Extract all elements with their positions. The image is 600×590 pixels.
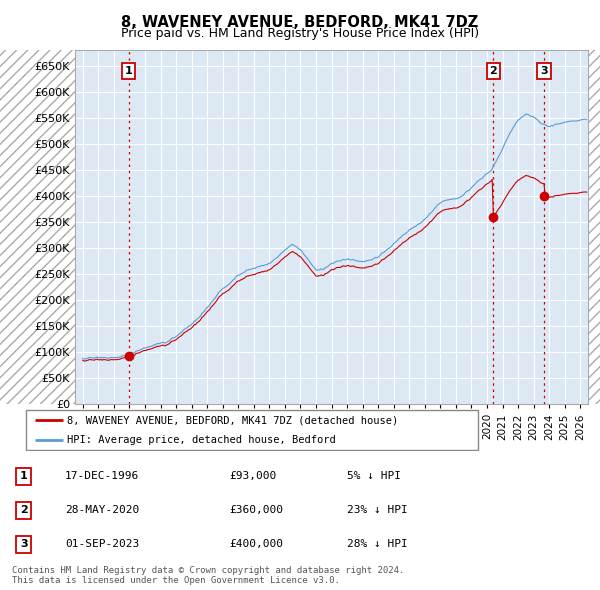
Text: HPI: Average price, detached house, Bedford: HPI: Average price, detached house, Bedf… — [67, 435, 336, 445]
Text: 23% ↓ HPI: 23% ↓ HPI — [347, 506, 408, 515]
Text: This data is licensed under the Open Government Licence v3.0.: This data is licensed under the Open Gov… — [12, 576, 340, 585]
Text: 8, WAVENEY AVENUE, BEDFORD, MK41 7DZ: 8, WAVENEY AVENUE, BEDFORD, MK41 7DZ — [121, 15, 479, 30]
Text: £360,000: £360,000 — [229, 506, 283, 515]
Text: 17-DEC-1996: 17-DEC-1996 — [65, 471, 139, 481]
Text: 2: 2 — [490, 66, 497, 76]
Text: 1: 1 — [20, 471, 28, 481]
Text: Contains HM Land Registry data © Crown copyright and database right 2024.: Contains HM Land Registry data © Crown c… — [12, 566, 404, 575]
Text: 3: 3 — [540, 66, 548, 76]
Text: £93,000: £93,000 — [229, 471, 277, 481]
Text: 1: 1 — [125, 66, 133, 76]
Text: 2: 2 — [20, 506, 28, 515]
Text: 3: 3 — [20, 539, 28, 549]
Text: Price paid vs. HM Land Registry's House Price Index (HPI): Price paid vs. HM Land Registry's House … — [121, 27, 479, 40]
Text: 5% ↓ HPI: 5% ↓ HPI — [347, 471, 401, 481]
Text: £400,000: £400,000 — [229, 539, 283, 549]
Text: 28% ↓ HPI: 28% ↓ HPI — [347, 539, 408, 549]
Text: 01-SEP-2023: 01-SEP-2023 — [65, 539, 139, 549]
Text: 28-MAY-2020: 28-MAY-2020 — [65, 506, 139, 515]
Text: 8, WAVENEY AVENUE, BEDFORD, MK41 7DZ (detached house): 8, WAVENEY AVENUE, BEDFORD, MK41 7DZ (de… — [67, 415, 398, 425]
